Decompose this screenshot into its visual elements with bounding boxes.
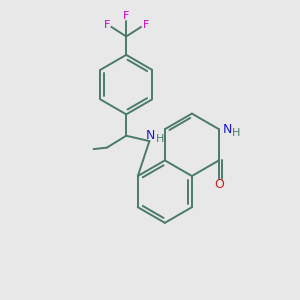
Text: F: F <box>103 20 110 31</box>
Text: N: N <box>146 129 156 142</box>
Text: H: H <box>156 134 164 144</box>
Text: H: H <box>232 128 240 138</box>
Text: N: N <box>223 123 232 136</box>
Text: O: O <box>214 178 224 191</box>
Text: F: F <box>123 11 129 21</box>
Text: F: F <box>143 20 149 31</box>
